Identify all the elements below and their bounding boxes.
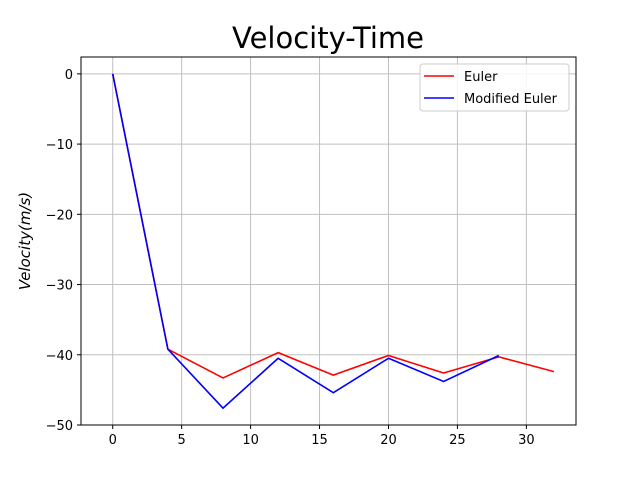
x-tick-label: 20 [380, 433, 397, 448]
chart-title: Velocity-Time [232, 21, 424, 55]
y-tick-label: −20 [46, 208, 73, 223]
legend-label-euler: Euler [464, 70, 498, 85]
grid [81, 57, 576, 426]
x-tick-label: 15 [311, 433, 328, 448]
series-lines [111, 73, 555, 409]
y-tick-label: −10 [46, 138, 73, 153]
plot-frame [80, 56, 577, 426]
y-tick-label: 0 [65, 68, 73, 83]
y-tick-label: −40 [46, 349, 73, 364]
y-axis-ticks: 0 −10 −20 −30 −40 −50 [46, 68, 81, 434]
x-tick-label: 5 [178, 433, 186, 448]
series-line-euler [111, 73, 555, 379]
x-tick-label: 25 [449, 433, 466, 448]
y-axis-label: Velocity(m/s) [16, 192, 34, 290]
legend-label-modified-euler: Modified Euler [464, 92, 558, 107]
series-line-modified-euler [111, 73, 500, 409]
y-tick-label: −50 [46, 419, 73, 434]
x-tick-label: 10 [242, 433, 259, 448]
x-axis-ticks: 0 5 10 15 20 25 30 [109, 425, 535, 448]
x-tick-label: 30 [518, 433, 535, 448]
legend: Euler Modified Euler [419, 63, 570, 112]
x-tick-label: 0 [109, 433, 117, 448]
legend-frame [419, 63, 570, 112]
y-tick-label: −30 [46, 279, 73, 294]
